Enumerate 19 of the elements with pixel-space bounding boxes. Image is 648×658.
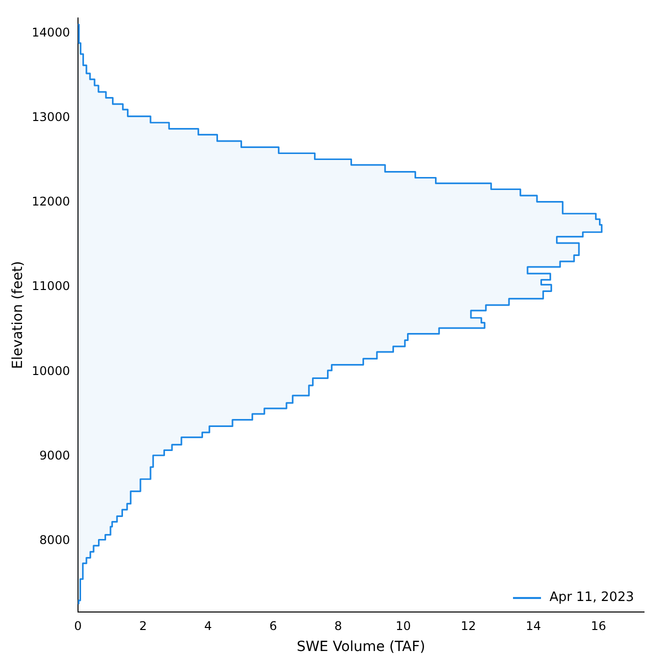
y-tick-label: 12000 xyxy=(32,194,70,209)
y-axis-title: Elevation (feet) xyxy=(10,260,26,370)
x-tick-label: 4 xyxy=(204,619,212,634)
x-tick-label: 2 xyxy=(139,619,147,634)
x-tick-label: 8 xyxy=(334,619,342,634)
x-axis-title: SWE Volume (TAF) xyxy=(296,639,426,656)
y-tick-label: 14000 xyxy=(32,26,70,40)
x-tick-label: 14 xyxy=(526,619,542,634)
x-tick-label: 0 xyxy=(74,619,82,634)
x-tick-label: 12 xyxy=(460,619,476,634)
x-tick-label: 10 xyxy=(396,619,411,634)
y-tick-label: 13000 xyxy=(32,110,70,124)
x-tick-label: 6 xyxy=(269,619,277,634)
y-tick-label: 8000 xyxy=(39,532,70,547)
y-tick-label: 10000 xyxy=(32,364,70,378)
legend-label: Apr 11, 2023 xyxy=(549,590,634,605)
x-tick-label: 16 xyxy=(590,619,606,634)
y-tick-label: 11000 xyxy=(32,279,70,294)
y-tick-label: 9000 xyxy=(39,448,70,462)
